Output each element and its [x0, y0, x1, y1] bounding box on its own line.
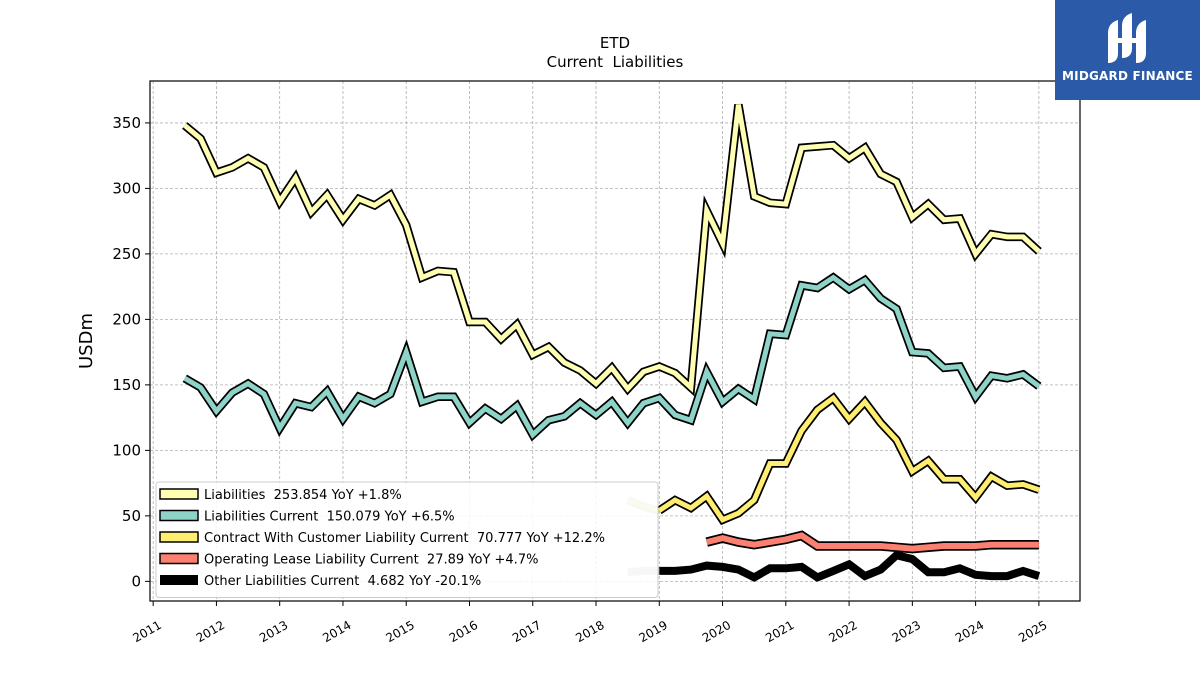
- x-tick-label: 2016: [447, 618, 480, 645]
- chart-subtitle: Current Liabilities: [547, 53, 684, 71]
- x-tick-label: 2019: [637, 618, 670, 645]
- legend-item: Liabilities 253.854 YoY +1.8%: [159, 488, 402, 503]
- series-line: [183, 274, 1041, 439]
- legend-swatch: [160, 575, 198, 585]
- x-tick-label: 2024: [953, 618, 986, 645]
- y-tick-label: 200: [112, 310, 141, 328]
- legend-item: Contract With Customer Liability Current…: [159, 531, 605, 546]
- legend-item: Operating Lease Liability Current 27.89 …: [159, 552, 538, 568]
- series-3: [705, 530, 1039, 554]
- legend-label: Liabilities 253.854 YoY +1.8%: [204, 488, 402, 503]
- legend-item: Other Liabilities Current 4.682 YoY -20.…: [160, 574, 481, 589]
- series-line: [183, 104, 1041, 393]
- legend-swatch: [159, 509, 199, 522]
- series-line-outline: [182, 272, 1042, 442]
- logo-mark-icon: [1108, 13, 1146, 63]
- y-tick-label: 0: [131, 572, 141, 590]
- series-line: [659, 550, 1041, 582]
- x-tick-label: 2020: [700, 618, 733, 645]
- x-tick-label: 2021: [763, 618, 796, 645]
- x-tick-label: 2022: [826, 618, 859, 645]
- legend-label: Contract With Customer Liability Current…: [204, 531, 605, 546]
- x-tick-label: 2018: [573, 618, 606, 645]
- series-1: [182, 272, 1042, 442]
- chart-title: ETD: [600, 34, 630, 52]
- legend-label: Operating Lease Liability Current 27.89 …: [204, 553, 538, 568]
- legend: Liabilities 253.854 YoY +1.8% Liabilities…: [155, 481, 659, 598]
- series-line: [657, 394, 1040, 523]
- x-tick-label: 2011: [130, 618, 163, 645]
- x-tick-label: 2015: [383, 618, 416, 645]
- y-axis: 0 50 100 150 200 250 300 350: [112, 114, 150, 590]
- legend-swatch: [159, 552, 199, 565]
- plot-frame: [149, 80, 1081, 602]
- x-axis: 2011 2012 2013 2014 2015 2016 2017 2018 2019 2020…: [130, 601, 1050, 645]
- legend-swatch: [159, 531, 199, 543]
- x-tick-label: 2014: [320, 618, 353, 645]
- legend-item: Liabilities Current 150.079 YoY +6.5%: [159, 509, 455, 525]
- x-tick-label: 2023: [890, 618, 923, 645]
- x-tick-label: 2013: [257, 618, 290, 645]
- series-4: [627, 550, 1041, 582]
- legend-swatch: [159, 488, 199, 500]
- legend-label: Liabilities Current 150.079 YoY +6.5%: [204, 510, 455, 525]
- y-tick-label: 250: [112, 245, 141, 263]
- logo-text: MIDGARD FINANCE: [1062, 69, 1193, 83]
- y-axis-label: USDm: [76, 313, 97, 369]
- x-tick-label: 2017: [510, 618, 543, 645]
- y-tick-label: 50: [122, 507, 141, 525]
- brand-logo: MIDGARD FINANCE: [1055, 0, 1200, 100]
- legend-box: [155, 481, 659, 598]
- x-tick-label: 2025: [1016, 618, 1049, 645]
- y-tick-label: 150: [112, 376, 141, 394]
- legend-label: Other Liabilities Current 4.682 YoY -20.…: [204, 574, 481, 589]
- x-tick-label: 2012: [194, 618, 227, 645]
- y-tick-label: 350: [112, 114, 141, 132]
- y-tick-label: 300: [112, 179, 141, 197]
- y-tick-label: 100: [112, 441, 141, 459]
- series-0: [182, 103, 1042, 397]
- series-line: [705, 532, 1039, 552]
